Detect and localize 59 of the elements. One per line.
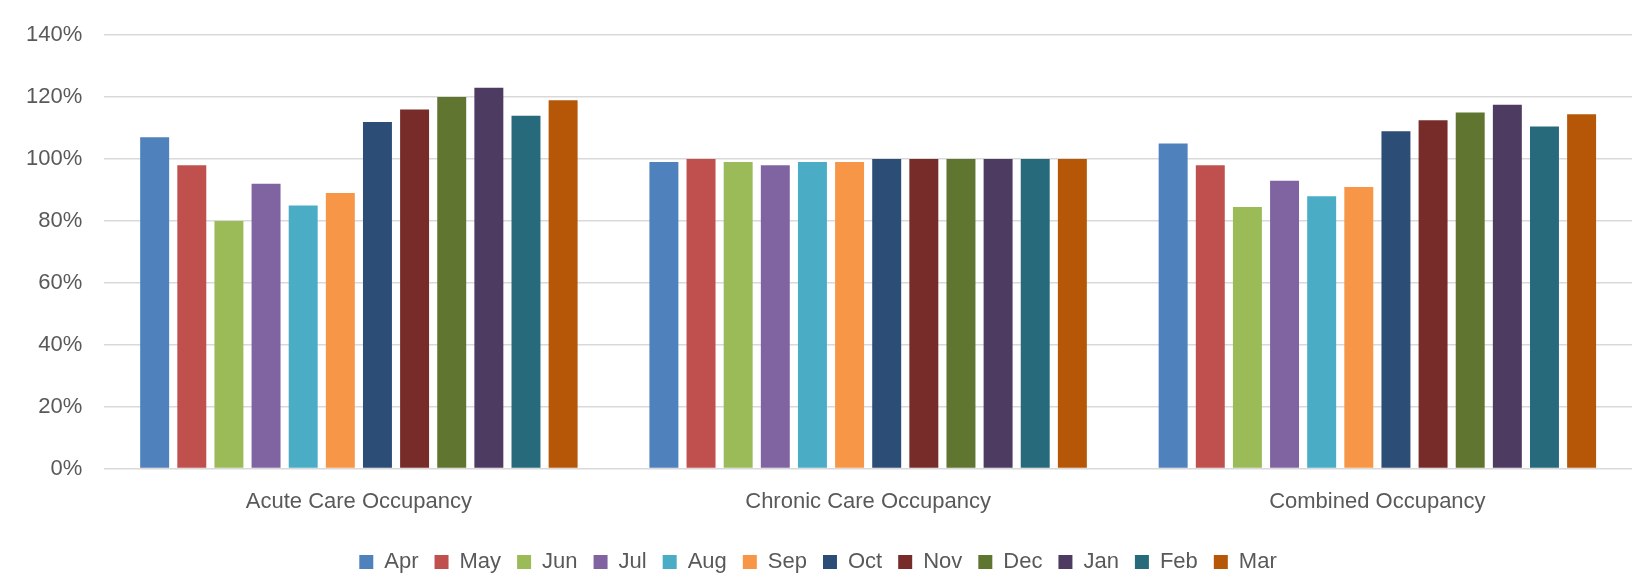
bar — [400, 109, 430, 468]
bar — [214, 220, 244, 468]
bar — [177, 165, 207, 468]
legend-label: Jan — [1083, 548, 1119, 574]
x-tick-label: Combined Occupancy — [1269, 487, 1486, 513]
bar — [548, 100, 578, 468]
bar — [1455, 112, 1485, 468]
bar — [511, 115, 541, 468]
y-tick-label: 0% — [50, 454, 83, 480]
bar — [649, 162, 679, 468]
bar — [1270, 180, 1300, 468]
bar — [1492, 104, 1522, 468]
bar — [1057, 159, 1087, 468]
legend-label: Nov — [923, 548, 963, 574]
y-tick-label: 120% — [25, 83, 83, 109]
bar — [1344, 186, 1374, 468]
bar — [909, 159, 939, 468]
bar — [760, 165, 790, 468]
bar — [872, 159, 902, 468]
bar — [251, 183, 281, 468]
y-tick-label: 40% — [38, 330, 83, 356]
legend-label: Aug — [687, 548, 727, 574]
legend-label: Jul — [618, 548, 647, 574]
bar — [437, 97, 467, 468]
bar — [1195, 165, 1225, 468]
bar — [1567, 114, 1597, 468]
x-tick-label: Acute Care Occupancy — [245, 487, 473, 513]
y-tick-label: 100% — [25, 145, 83, 171]
bar — [686, 159, 716, 468]
y-tick-label: 20% — [38, 392, 83, 418]
bar — [1529, 126, 1559, 468]
bar — [362, 121, 392, 468]
bar — [946, 159, 976, 468]
x-tick-label: Chronic Care Occupancy — [745, 487, 992, 513]
legend-label: May — [459, 548, 502, 574]
bar — [983, 159, 1013, 468]
bar — [1307, 196, 1337, 468]
bar — [1418, 120, 1448, 468]
bar — [288, 205, 318, 468]
bar — [1381, 131, 1411, 468]
bar — [723, 162, 753, 468]
legend-label: Apr — [384, 548, 419, 574]
legend-label: Mar — [1238, 548, 1277, 574]
bar — [835, 162, 865, 468]
bar — [325, 193, 355, 468]
legend-label: Feb — [1159, 548, 1198, 574]
bar — [140, 137, 170, 468]
legend-label: Dec — [1003, 548, 1043, 574]
bar — [1020, 159, 1050, 468]
bar — [1232, 207, 1262, 468]
legend-label: Oct — [847, 548, 883, 574]
y-tick-label: 140% — [25, 21, 83, 47]
bar — [474, 87, 504, 468]
legend-label: Jun — [542, 548, 578, 574]
legend-label: Sep — [767, 548, 807, 574]
bar — [797, 162, 827, 468]
y-tick-label: 80% — [38, 207, 83, 233]
y-tick-label: 60% — [38, 268, 83, 294]
bar — [1158, 143, 1188, 468]
